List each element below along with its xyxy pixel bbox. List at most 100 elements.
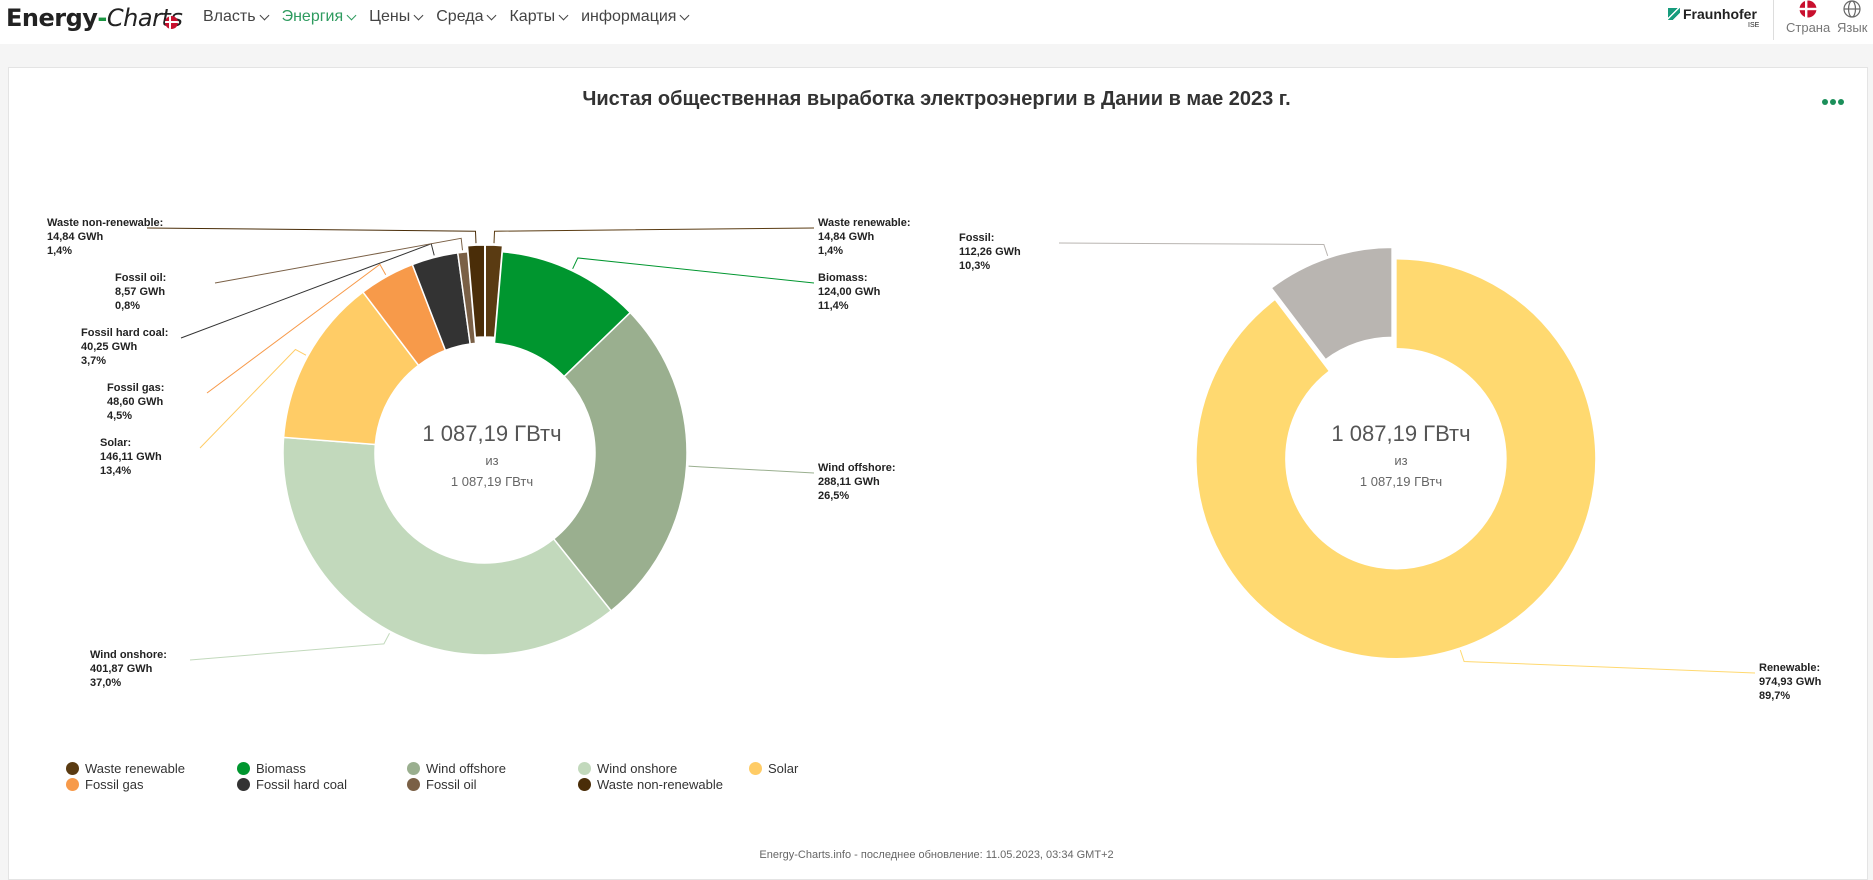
- main-nav: Власть Энергия Цены Среда Карты информация: [203, 8, 702, 26]
- slice-label-line: 10,3%: [959, 260, 990, 272]
- legend-item[interactable]: Fossil gas: [66, 777, 144, 792]
- language-button[interactable]: Язык: [1837, 0, 1867, 35]
- nav-item-label: Карты: [509, 8, 556, 25]
- nav-item-0[interactable]: Власть: [203, 8, 270, 26]
- legend-swatch-icon: [66, 778, 79, 791]
- center-of-label: из: [1394, 453, 1407, 468]
- menu-dot-icon: [1838, 99, 1844, 105]
- pie-slice[interactable]: [282, 436, 613, 656]
- legend-item[interactable]: Waste renewable: [66, 761, 185, 776]
- label-connector: [189, 633, 390, 661]
- partner-name: Fraunhofer: [1683, 6, 1757, 22]
- slice-label: Solar: 146,11 GWh 13,4%: [100, 437, 162, 477]
- legend-swatch-icon: [237, 778, 250, 791]
- menu-dot-icon: [1830, 99, 1836, 105]
- chart-menu-button[interactable]: [1822, 92, 1848, 105]
- slice-label-line: Renewable:: [1759, 662, 1820, 674]
- nav-item-label: Цены: [369, 8, 411, 25]
- legend-item[interactable]: Waste non-renewable: [578, 777, 723, 792]
- nav-item-4[interactable]: Карты: [509, 8, 569, 26]
- slice-label-line: 48,60 GWh: [107, 396, 164, 408]
- legend-label: Fossil gas: [85, 777, 144, 792]
- legend-label: Wind offshore: [426, 761, 506, 776]
- label-connector: [214, 237, 463, 284]
- slice-label: Wind offshore: 288,11 GWh 26,5%: [818, 462, 896, 502]
- slice-label-line: 40,25 GWh: [81, 341, 138, 353]
- slice-label: Fossil: 112,26 GWh 10,3%: [959, 232, 1021, 272]
- slice-label-line: Wind offshore:: [818, 462, 896, 474]
- slice-label-line: 974,93 GWh: [1759, 676, 1822, 688]
- top-navigation-bar: Energy-Charts Власть Энергия Цены Среда Карт…: [0, 0, 1873, 44]
- nav-item-label: Среда: [436, 8, 484, 25]
- footer-update-info: Energy-Charts.info - последнее обновлени…: [759, 849, 1114, 861]
- country-button[interactable]: Страна: [1786, 0, 1830, 35]
- donut-chart-0: Waste renewable: 14,84 GWh 1,4% Biomass: 124…: [47, 217, 911, 689]
- legend-swatch-icon: [407, 778, 420, 791]
- legend-swatch-icon: [578, 778, 591, 791]
- slice-label-line: 124,00 GWh: [818, 286, 881, 298]
- pie-slice[interactable]: [466, 244, 486, 339]
- slice-label-line: 0,8%: [115, 300, 140, 312]
- slice-label: Biomass: 124,00 GWh 11,4%: [818, 272, 881, 312]
- label-connector: [199, 348, 307, 449]
- slice-label-line: 14,84 GWh: [47, 231, 104, 243]
- pie-slice[interactable]: [1270, 246, 1393, 361]
- legend-item[interactable]: Wind onshore: [578, 761, 677, 776]
- nav-item-2[interactable]: Цены: [369, 8, 424, 26]
- slice-label-line: Waste renewable:: [818, 217, 911, 229]
- partner-subname: ISE: [1748, 22, 1760, 29]
- slice-label: Fossil hard coal: 40,25 GWh 3,7%: [81, 327, 168, 367]
- legend-swatch-icon: [407, 762, 420, 775]
- nav-item-1[interactable]: Энергия: [281, 8, 357, 26]
- legend-swatch-icon: [66, 762, 79, 775]
- legend-item[interactable]: Wind offshore: [407, 761, 506, 776]
- nav-item-label: Энергия: [281, 8, 344, 25]
- country-label: Страна: [1786, 20, 1831, 35]
- slice-label-line: Fossil oil:: [115, 272, 166, 284]
- slice-label-line: 89,7%: [1759, 690, 1790, 702]
- legend-item[interactable]: Biomass: [237, 761, 306, 776]
- fraunhofer-logo[interactable]: Fraunhofer ISE: [1668, 6, 1759, 29]
- slice-label-line: Solar:: [100, 437, 131, 449]
- nav-item-5[interactable]: информация: [581, 8, 690, 26]
- label-connector: [1459, 649, 1756, 674]
- legend-swatch-icon: [578, 762, 591, 775]
- center-of-label: из: [485, 453, 498, 468]
- center-total-value: 1 087,19 ГВтч: [422, 421, 561, 446]
- slice-label-line: 146,11 GWh: [100, 451, 162, 463]
- label-connector: [572, 257, 815, 284]
- toolbar-divider: [1773, 0, 1774, 40]
- menu-dot-icon: [1822, 99, 1828, 105]
- slice-label: Renewable: 974,93 GWh 89,7%: [1759, 662, 1822, 702]
- pie-slice[interactable]: [1195, 257, 1597, 660]
- legend-label: Waste renewable: [85, 761, 185, 776]
- slice-label-line: 1,4%: [47, 245, 72, 257]
- slice-label: Waste non-renewable: 14,84 GWh 1,4%: [47, 217, 163, 257]
- center-total-label: 1 087,19 ГВтч: [451, 474, 533, 489]
- denmark-flag-icon: [165, 16, 178, 29]
- legend-item[interactable]: Fossil hard coal: [237, 777, 347, 792]
- slice-label-line: Wind onshore:: [90, 649, 167, 661]
- chart-title: Чистая общественная выработка электроэне…: [582, 88, 1291, 110]
- pie-slice[interactable]: [456, 250, 477, 345]
- legend-label: Fossil hard coal: [256, 777, 348, 792]
- nav-item-3[interactable]: Среда: [436, 8, 497, 26]
- center-total-value: 1 087,19 ГВтч: [1331, 421, 1470, 446]
- legend-label: Fossil oil: [426, 777, 477, 792]
- label-connector: [146, 227, 477, 244]
- slice-label-line: 8,57 GWh: [115, 286, 165, 298]
- center-total-label: 1 087,19 ГВтч: [1360, 474, 1442, 489]
- legend-item[interactable]: Solar: [749, 761, 798, 776]
- donut-chart-1: Renewable: 974,93 GWh 89,7% Fossil: 112,26 G…: [959, 232, 1822, 702]
- slice-label-line: 14,84 GWh: [818, 231, 875, 243]
- slice-label-line: 1,4%: [818, 245, 843, 257]
- nav-item-label: Власть: [203, 8, 256, 25]
- pie-slice[interactable]: [552, 311, 688, 612]
- legend-swatch-icon: [749, 762, 762, 775]
- slice-label-line: 112,26 GWh: [959, 246, 1021, 258]
- slice-label-line: Fossil gas:: [107, 382, 164, 394]
- slice-label-line: Fossil hard coal:: [81, 327, 168, 339]
- legend-item[interactable]: Fossil oil: [407, 777, 477, 792]
- logo-text-dash: -: [97, 4, 107, 32]
